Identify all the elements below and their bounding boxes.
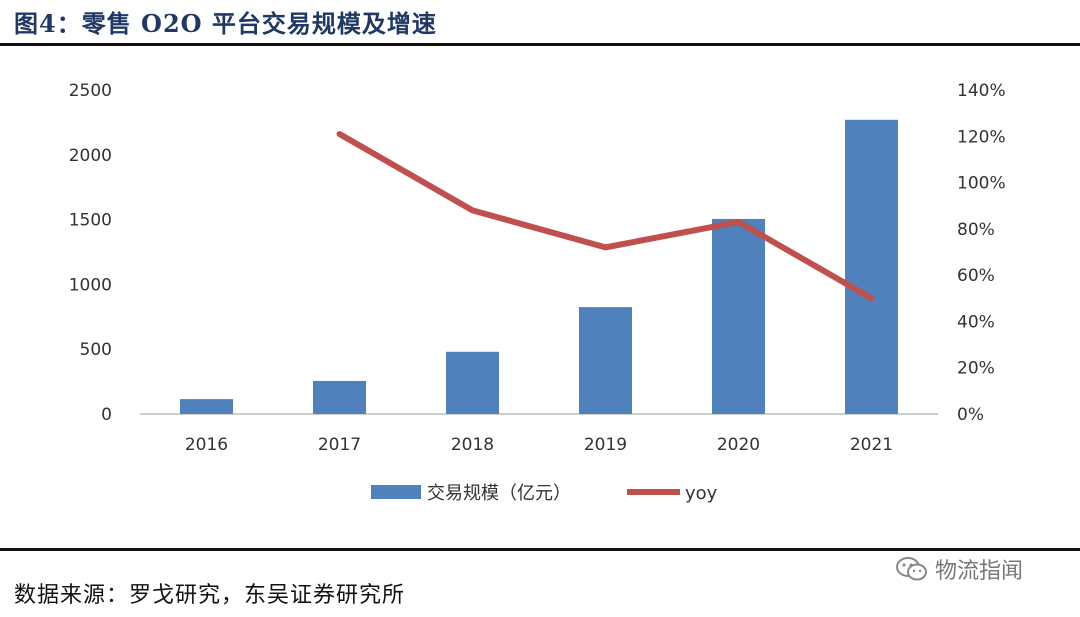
y-right-tick-label: 80% — [957, 220, 995, 240]
y-left-tick-label: 2500 — [69, 81, 112, 101]
bottom-rule — [0, 548, 1080, 551]
bar-series — [180, 119, 898, 415]
bar — [313, 380, 366, 414]
page-title: 图4：零售 O2O 平台交易规模及增速 — [14, 9, 437, 38]
legend: 交易规模（亿元） yoy — [371, 483, 718, 504]
y-right-tick-label: 140% — [957, 81, 1006, 101]
wechat-icon — [895, 556, 929, 582]
y-right-tick-label: 20% — [957, 359, 995, 379]
watermark: 物流指闻 — [895, 553, 1023, 585]
watermark-text: 物流指闻 — [935, 559, 1024, 584]
yoy-line — [336, 130, 875, 302]
y-right-tick-label: 120% — [957, 127, 1006, 147]
x-tick-label: 2018 — [451, 435, 494, 455]
y-left-tick-label: 1500 — [69, 211, 112, 231]
x-tick-label: 2019 — [584, 435, 627, 455]
x-axis: 2016 2017 2018 2019 2020 2021 — [185, 435, 893, 455]
x-tick-label: 2021 — [850, 435, 893, 455]
x-tick-label: 2017 — [318, 435, 361, 455]
bar — [712, 218, 765, 414]
bar — [845, 119, 898, 415]
y-left-axis: 0 500 1000 1500 2000 2500 — [69, 81, 112, 425]
y-left-tick-label: 1000 — [69, 275, 112, 295]
top-rule — [0, 43, 1080, 46]
bar — [180, 399, 233, 414]
y-right-tick-label: 40% — [957, 312, 995, 332]
y-right-tick-label: 0% — [957, 405, 984, 425]
y-right-axis: 0% 20% 40% 60% 80% 100% 120% 140% — [957, 81, 1006, 425]
y-left-tick-label: 500 — [80, 340, 112, 360]
bar — [446, 351, 499, 414]
legend-swatch-bar — [371, 485, 421, 499]
y-right-tick-label: 60% — [957, 266, 995, 286]
legend-label-bar: 交易规模（亿元） — [427, 483, 571, 504]
source-note: 数据来源：罗戈研究，东吴证券研究所 — [14, 583, 406, 608]
y-right-tick-label: 100% — [957, 174, 1006, 194]
legend-label-line: yoy — [685, 483, 718, 504]
x-tick-label: 2016 — [185, 435, 228, 455]
y-left-tick-label: 2000 — [69, 146, 112, 166]
bar — [579, 307, 632, 414]
chart: 0 500 1000 1500 2000 2500 0% 20% 40% 60% 80% 100% 1… — [69, 81, 1006, 504]
x-tick-label: 2020 — [717, 435, 760, 455]
y-left-tick-label: 0 — [101, 405, 112, 425]
